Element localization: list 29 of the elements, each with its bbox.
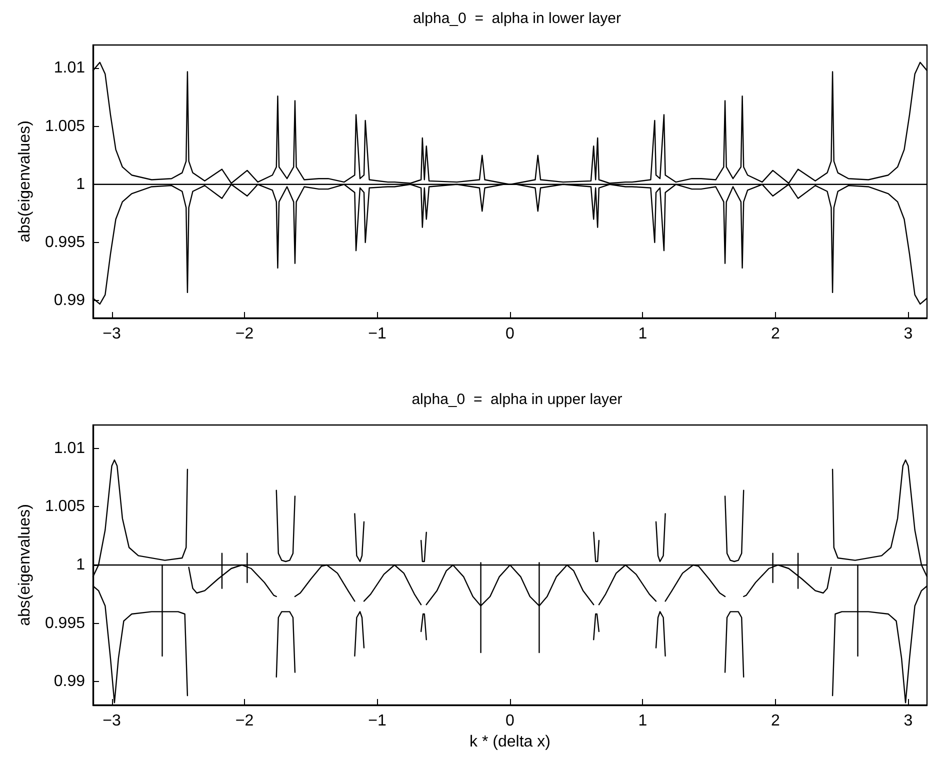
x-tick-label: 1 <box>638 326 648 342</box>
y-tick-label: 1.005 <box>44 498 86 516</box>
y-tick-label: 1.01 <box>54 440 86 457</box>
x-tick-label: 1 <box>638 712 648 730</box>
x-tick-label: −2 <box>235 326 254 342</box>
x-tick-label: −2 <box>235 712 254 730</box>
x-tick-label: 0 <box>506 712 515 730</box>
x-tick-label: 3 <box>904 326 913 342</box>
x-tick-label: 2 <box>771 712 780 730</box>
y-axis-title: abs(eigenvalues) <box>16 504 34 626</box>
y-tick-label: 1 <box>76 556 86 574</box>
x-axis-title: k * (delta x) <box>470 733 550 750</box>
x-tick-label: 2 <box>771 326 780 342</box>
y-tick-label: 0.99 <box>54 292 86 310</box>
y-tick-label: 0.99 <box>54 673 86 690</box>
x-tick-label: −1 <box>368 712 386 730</box>
x-tick-label: −3 <box>102 712 122 730</box>
x-tick-label: 3 <box>904 712 913 730</box>
chart-title: alpha_0 = alpha in upper layer <box>412 391 622 408</box>
x-tick-label: 0 <box>506 326 515 342</box>
y-tick-label: 1 <box>76 176 86 193</box>
y-tick-label: 0.995 <box>44 234 86 251</box>
chart-title: alpha_0 = alpha in lower layer <box>412 10 622 27</box>
x-tick-label: −3 <box>102 326 122 342</box>
y-tick-label: 0.995 <box>44 614 86 632</box>
y-tick-label: 1.005 <box>44 118 86 135</box>
x-tick-label: −1 <box>368 326 386 342</box>
y-tick-label: 1.01 <box>54 60 86 77</box>
y-axis-title: abs(eigenvalues) <box>16 120 34 242</box>
